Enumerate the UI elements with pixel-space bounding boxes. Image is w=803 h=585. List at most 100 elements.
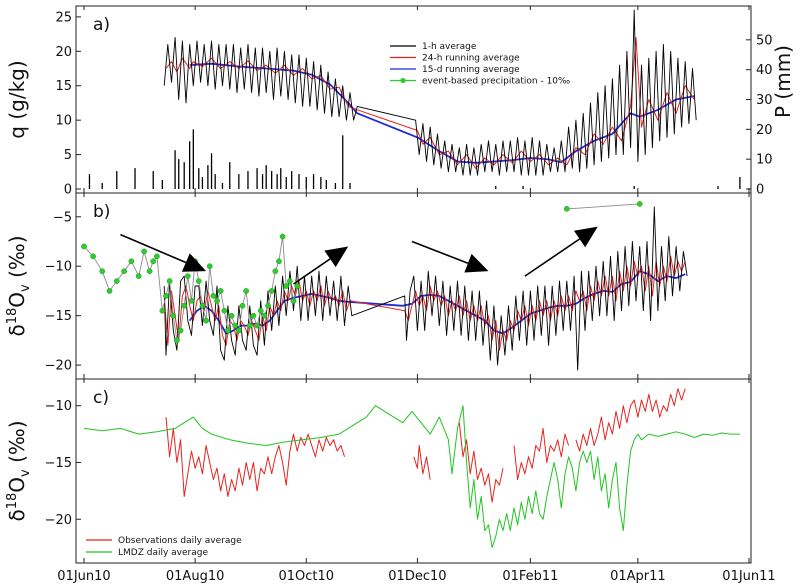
series-line <box>575 388 686 452</box>
precip-event-point <box>265 302 271 309</box>
trend-arrow-head <box>464 253 489 273</box>
precip-event-point <box>257 307 264 314</box>
precip-event-point <box>106 288 113 294</box>
precip-event-point <box>199 302 206 309</box>
series-line <box>163 9 697 176</box>
precip-event-point <box>113 278 120 284</box>
precip-event-point <box>261 312 268 319</box>
precip-event-point <box>166 278 173 284</box>
precip-event-point <box>206 263 213 270</box>
legend-label: 15-d running average <box>422 65 520 75</box>
series-line <box>165 417 345 497</box>
precip-event-point <box>121 268 127 275</box>
legend-marker <box>400 77 406 84</box>
series-line <box>458 422 504 503</box>
plot-area <box>83 388 740 549</box>
precip-event-point <box>170 312 177 319</box>
precip-event-point <box>181 302 188 309</box>
y-tick-label: −20 <box>45 513 72 528</box>
y-tick-label: 15 <box>55 79 72 94</box>
precip-event-point <box>159 307 166 314</box>
x-tick-label: 01Dec10 <box>388 569 446 584</box>
precip-event-point <box>203 317 209 324</box>
precip-event-point <box>174 337 180 344</box>
precip-event-point <box>283 283 290 289</box>
precip-event-point <box>141 248 147 255</box>
precip-event-point <box>268 288 275 294</box>
series-line <box>163 206 688 371</box>
y-right-tick-label: 50 <box>756 33 773 48</box>
trend-arrow-head <box>573 226 598 248</box>
precip-event-point <box>188 297 195 304</box>
panel-frame <box>75 378 752 564</box>
trend-arrow-shaft <box>524 238 581 277</box>
precip-event-point <box>276 258 282 265</box>
precip-event-point <box>563 206 570 212</box>
precip-event-point <box>90 253 96 260</box>
precip-event-point <box>154 253 160 260</box>
y-tick-label: −10 <box>45 260 72 275</box>
y-tick-label: 20 <box>55 45 72 60</box>
precip-event-point <box>279 233 286 240</box>
y-axis-label: δ18Ov (‰) <box>5 420 33 521</box>
y-tick-label: 0 <box>64 183 72 198</box>
precip-event-point <box>246 322 253 329</box>
precip-event-point <box>287 278 293 284</box>
panel-b: −20 −15 −10 −5 b) δ18Ov (‰) <box>5 192 752 380</box>
shared-x-axis: 01Jun10 01Aug10 01Oct10 01Dec10 01Feb11 01Apr… <box>57 6 776 584</box>
legend-label: LMDZ daily average <box>118 548 208 558</box>
precip-event-point <box>225 327 231 334</box>
y-tick-label: −5 <box>53 210 72 225</box>
panel-a: 0 5 10 15 20 25 0 10 20 30 40 50P (mm) a) q (g/kg) 1-h… <box>5 5 795 198</box>
legend-label: event-based precipitation - 10‰ <box>422 77 570 87</box>
x-tick-label: 01Jun10 <box>57 569 110 584</box>
series-line <box>83 405 740 549</box>
x-tick-label: 01Aug10 <box>166 569 224 584</box>
series-line <box>413 445 431 480</box>
plot-area <box>81 201 688 371</box>
precip-event-point <box>228 312 235 319</box>
precip-event-point <box>150 258 157 265</box>
y-tick-label: −20 <box>45 359 72 374</box>
precip-event-point <box>99 268 106 275</box>
trend-arrow-head <box>181 253 207 272</box>
panel-c: −20 −15 −10 c) δ18Ov (‰) Observations daily a… <box>5 378 752 564</box>
y-tick-label: 5 <box>64 148 72 163</box>
y-tick-label: 25 <box>55 10 72 25</box>
precip-event-point <box>177 327 184 334</box>
precip-event-point <box>135 273 142 279</box>
x-tick-label: 01Jun11 <box>722 569 775 584</box>
series-line <box>513 427 570 480</box>
y-right-tick-label: 30 <box>756 93 773 108</box>
panel-frame <box>75 192 752 380</box>
y-axis-label: δ18Ov (‰) <box>5 235 33 336</box>
precip-event-point <box>217 288 224 294</box>
panel-letter: b) <box>93 202 110 222</box>
series-line <box>566 203 640 210</box>
precip-event-point <box>254 322 260 329</box>
precip-event-point <box>239 302 246 309</box>
y-right-tick-label: 0 <box>756 183 764 198</box>
precip-event-point <box>184 273 191 279</box>
legend: Observations daily average LMDZ daily ave… <box>86 536 242 558</box>
y-tick-label: −15 <box>45 309 72 324</box>
y-axis-label: q (g/kg) <box>5 60 29 138</box>
panel-letter: c) <box>93 388 109 408</box>
trend-arrow-shaft <box>120 233 187 264</box>
legend-label: Observations daily average <box>118 536 242 546</box>
precip-event-point <box>195 278 202 284</box>
y-right-tick-label: 10 <box>756 153 773 168</box>
y-right-axis-label: P (mm) <box>771 45 795 118</box>
trend-arrow-shaft <box>411 240 469 264</box>
series-line <box>163 255 686 351</box>
y-tick-label: 10 <box>55 114 72 129</box>
legend-label: 1-h average <box>422 42 477 52</box>
precip-event-point <box>163 293 169 299</box>
plot-area <box>88 9 741 189</box>
precip-event-point <box>210 293 217 299</box>
precip-event-point <box>232 322 239 329</box>
y-right-tick-label: 20 <box>756 123 773 138</box>
precip-event-point <box>243 288 250 294</box>
